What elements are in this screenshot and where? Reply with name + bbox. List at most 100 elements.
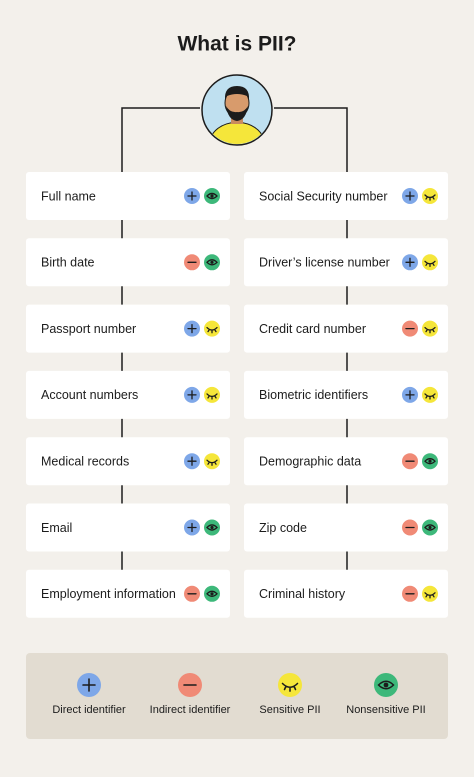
closed-eye-glyph [424,393,436,400]
icon-circle [204,386,220,403]
icon [178,673,202,697]
eye-glyph [206,192,218,200]
plus-glyph [187,191,197,201]
plus-glyph [82,678,96,692]
plus-glyph [405,257,415,267]
icon [204,254,220,271]
icon [204,585,220,602]
item-card [244,304,448,353]
icon [184,320,200,337]
icon-circle [422,386,438,403]
icon [422,320,438,337]
item-label: Passport number [41,322,136,336]
eye-glyph [377,680,395,690]
plus-glyph [405,390,415,400]
icon [184,254,200,271]
icon [184,386,200,403]
legend-label: Sensitive PII [259,704,320,716]
icon [184,453,200,470]
item-label: Account numbers [41,388,138,402]
plus-glyph [405,191,415,201]
closed-eye-glyph [281,682,299,692]
icon [184,519,200,536]
eye-glyph [206,259,218,266]
eye-pupil [428,525,432,530]
eye-pupil [383,682,389,688]
legend-label: Indirect identifier [150,704,231,716]
icon [184,585,200,602]
icon [422,453,438,470]
item-card [244,370,448,419]
icon [422,585,438,602]
item-label: Biometric identifiers [259,388,368,402]
icon-circle [278,673,302,697]
icon [374,673,398,697]
icon [402,254,418,271]
eye-pupil [210,525,214,530]
icon [278,673,302,697]
icon [204,453,220,470]
item-label: Birth date [41,256,95,270]
item-label: Zip code [259,521,307,535]
item-label: Email [41,521,72,535]
plus-glyph [187,390,197,400]
legend-box [26,653,448,739]
closed-eye-glyph [424,592,436,599]
icon-circle [204,320,220,337]
icon-circle [422,585,438,602]
plus-glyph [187,323,197,334]
eye-glyph [424,524,436,531]
eye-glyph [206,590,218,597]
icon [204,188,220,204]
avatar [201,74,273,146]
closed-eye-glyph [206,326,218,334]
item-card [244,503,448,552]
icon-circle [422,188,438,204]
icon [422,519,438,536]
icon [204,519,220,536]
item-card [244,437,448,486]
item-card [244,172,448,220]
eye-pupil [428,459,432,463]
closed-eye-glyph [424,194,436,201]
icon [184,188,200,204]
item-card [26,172,230,220]
icon [402,320,418,337]
item-label: Medical records [41,454,129,468]
icon [402,386,418,403]
item-label: Criminal history [259,587,346,601]
icon [422,254,438,271]
item-label: Demographic data [259,454,361,468]
closed-eye-glyph [206,459,218,466]
icon-circle [422,254,438,271]
connector-lines [121,107,348,594]
icon [422,188,438,204]
icon [204,320,220,337]
item-card [26,503,230,552]
plus-glyph [187,456,197,466]
eye-pupil [210,194,214,198]
item-label: Full name [41,189,96,203]
icon [402,453,418,470]
icon [402,585,418,602]
item-card [244,238,448,287]
icon [204,386,220,403]
item-card [244,569,448,618]
closed-eye-glyph [424,260,436,268]
item-label: Driver’s license number [259,256,390,270]
item-label: Employment information [41,587,176,601]
icon [402,188,418,204]
closed-eye-glyph [206,393,218,400]
icon [402,519,418,536]
eye-pupil [210,592,214,596]
eye-glyph [424,458,436,465]
eye-glyph [206,524,218,531]
icon-circle [422,320,438,337]
item-card [26,238,230,287]
eye-pupil [210,260,214,264]
item-card [26,569,230,618]
icon-circle [204,453,220,470]
item-label: Social Security number [259,189,388,203]
